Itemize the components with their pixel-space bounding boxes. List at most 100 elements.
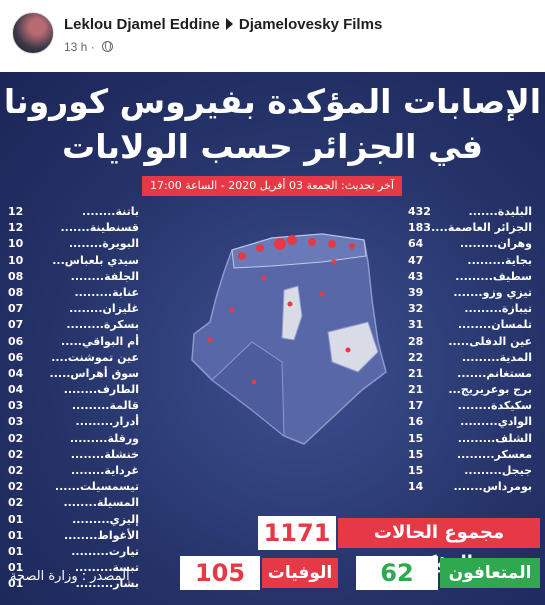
hotspot-algiers bbox=[287, 235, 297, 245]
wilaya-row: 12 باتنة........ bbox=[8, 204, 144, 220]
wilaya-name: البويرة........ bbox=[68, 237, 139, 251]
wilaya-row: 14 بومرداس....... bbox=[408, 479, 536, 495]
wilaya-row: 07 بسكرة......... bbox=[8, 317, 144, 333]
wilaya-name: سطيف......... bbox=[455, 269, 532, 283]
hotspot-north-1 bbox=[256, 244, 264, 252]
avatar[interactable] bbox=[12, 12, 54, 54]
wilaya-name: باتنة........ bbox=[82, 205, 139, 218]
update-banner: آخر تحديث: الجمعة 03 أفريل 2020 - الساعة… bbox=[142, 176, 402, 196]
wilaya-count: 10 bbox=[8, 253, 24, 267]
wilaya-name: الوادي......... bbox=[460, 415, 532, 429]
wilaya-count: 04 bbox=[8, 383, 24, 397]
page-name[interactable]: Djamelovesky Films bbox=[238, 16, 383, 33]
wilaya-name: تيبازة......... bbox=[464, 302, 532, 316]
wilaya-row: 02 غرداية........ bbox=[8, 463, 144, 479]
wilaya-row: 21 مستغانم....... bbox=[408, 366, 536, 382]
infographic[interactable]: الإصابات المؤكدة بفيروس كورونا في الجزائ… bbox=[0, 72, 545, 605]
wilaya-name: عنابة......... bbox=[74, 285, 139, 299]
wilaya-row: 02 خنشلة........ bbox=[8, 447, 144, 463]
title-line-2: في الجزائر حسب الولايات bbox=[62, 127, 483, 166]
wilaya-name: تيسمسيلت...... bbox=[54, 480, 139, 494]
hotspot-3 bbox=[319, 291, 325, 297]
hotspot-1 bbox=[261, 275, 267, 281]
wilaya-count: 06 bbox=[8, 350, 24, 364]
source-note: المصدر : وزارة الصحة bbox=[10, 569, 130, 584]
wilaya-count: 43 bbox=[408, 269, 424, 283]
wilaya-row: 03 أدرار......... bbox=[8, 414, 144, 430]
wilaya-row: 15 جيجل......... bbox=[408, 463, 536, 479]
wilaya-row: 02 المسيلة........ bbox=[8, 495, 144, 511]
wilaya-name: إليزي......... bbox=[72, 512, 139, 526]
wilaya-name: الجزائر العاصمة.... bbox=[431, 221, 532, 235]
wilaya-row: 10 سيدي بلعباس... bbox=[8, 253, 144, 269]
map-highlight-region bbox=[281, 285, 303, 341]
wilaya-count: 15 bbox=[408, 431, 424, 445]
wilaya-name: وهران......... bbox=[459, 237, 532, 251]
wilaya-name: الأغواط........ bbox=[64, 528, 139, 542]
deaths-value: 105 bbox=[180, 556, 260, 590]
wilaya-name: غرداية........ bbox=[70, 464, 139, 477]
left-wilaya-list: 12 باتنة........ 12 قسنطينة....... 10 البويرة… bbox=[8, 204, 144, 593]
deaths-label: الوفيات bbox=[262, 558, 338, 588]
author-name[interactable]: Leklou Djamel Eddine bbox=[64, 16, 220, 33]
wilaya-name: الجلفة........ bbox=[70, 269, 139, 283]
hotspot-blida bbox=[274, 238, 286, 250]
wilaya-row: 01 إليزي......... bbox=[8, 512, 144, 528]
wilaya-name: غليزان........ bbox=[69, 302, 139, 316]
wilaya-count: 07 bbox=[8, 318, 24, 332]
wilaya-count: 15 bbox=[408, 447, 424, 461]
wilaya-row: 10 البويرة........ bbox=[8, 236, 144, 252]
wilaya-count: 432 bbox=[408, 205, 431, 218]
author-line: Leklou Djamel Eddine Djamelovesky Films bbox=[64, 16, 382, 33]
wilaya-count: 08 bbox=[8, 269, 24, 283]
wilaya-count: 47 bbox=[408, 253, 424, 267]
wilaya-row: 12 قسنطينة....... bbox=[8, 220, 144, 236]
wilaya-count: 02 bbox=[8, 480, 24, 494]
wilaya-row: 15 معسكر......... bbox=[408, 447, 536, 463]
wilaya-row: 01 الأغواط........ bbox=[8, 528, 144, 544]
recovered-label: المتعافون bbox=[440, 558, 540, 588]
wilaya-row: 01 تيارت......... bbox=[8, 544, 144, 560]
hotspot-7 bbox=[345, 347, 351, 353]
wilaya-name: الطارف........ bbox=[63, 383, 139, 397]
wilaya-name: قسنطينة....... bbox=[60, 221, 139, 235]
wilaya-count: 01 bbox=[8, 577, 24, 591]
hotspot-8 bbox=[331, 259, 337, 265]
post-time[interactable]: 13 h bbox=[64, 40, 88, 54]
wilaya-name: البليدة....... bbox=[468, 205, 532, 218]
wilaya-count: 14 bbox=[408, 480, 424, 494]
wilaya-name: بسكرة......... bbox=[66, 318, 139, 332]
wilaya-name: أم البواقي..... bbox=[61, 334, 139, 348]
right-wilaya-list: 432 البليدة....... 183الجزائر العاصمة.... 6… bbox=[408, 204, 536, 495]
post-header: Leklou Djamel Eddine Djamelovesky Films 1… bbox=[0, 0, 545, 70]
wilaya-row: 28 عين الدفلى..... bbox=[408, 334, 536, 350]
wilaya-count: 02 bbox=[8, 496, 24, 510]
wilaya-row: 08 عنابة......... bbox=[8, 285, 144, 301]
wilaya-count: 06 bbox=[8, 334, 24, 348]
wilaya-name: المدية......... bbox=[461, 350, 532, 364]
hotspot-6 bbox=[251, 379, 257, 385]
total-value: 1171 bbox=[258, 516, 336, 550]
wilaya-count: 17 bbox=[408, 399, 424, 413]
wilaya-name: خنشلة........ bbox=[70, 447, 139, 461]
wilaya-row: 432 البليدة....... bbox=[408, 204, 536, 220]
wilaya-count: 64 bbox=[408, 237, 424, 251]
map-highlight-region-east bbox=[327, 321, 379, 373]
wilaya-row: 43 سطيف......... bbox=[408, 269, 536, 285]
wilaya-name: الشلف......... bbox=[457, 431, 532, 445]
wilaya-count: 04 bbox=[8, 366, 24, 380]
wilaya-count: 39 bbox=[408, 285, 424, 299]
wilaya-count: 183 bbox=[408, 221, 431, 235]
hotspot-2 bbox=[287, 301, 293, 307]
wilaya-name: معسكر......... bbox=[456, 447, 532, 461]
wilaya-count: 08 bbox=[8, 285, 24, 299]
globe-icon bbox=[102, 41, 114, 52]
wilaya-count: 15 bbox=[408, 464, 424, 477]
recovered-value: 62 bbox=[356, 556, 438, 590]
wilaya-name: برج بوعريريج... bbox=[448, 383, 532, 397]
wilaya-row: 03 قالمة......... bbox=[8, 398, 144, 414]
wilaya-name: أدرار......... bbox=[75, 415, 139, 429]
wilaya-row: 47 بجاية......... bbox=[408, 253, 536, 269]
wilaya-count: 01 bbox=[8, 512, 24, 526]
wilaya-row: 04 الطارف........ bbox=[8, 382, 144, 398]
